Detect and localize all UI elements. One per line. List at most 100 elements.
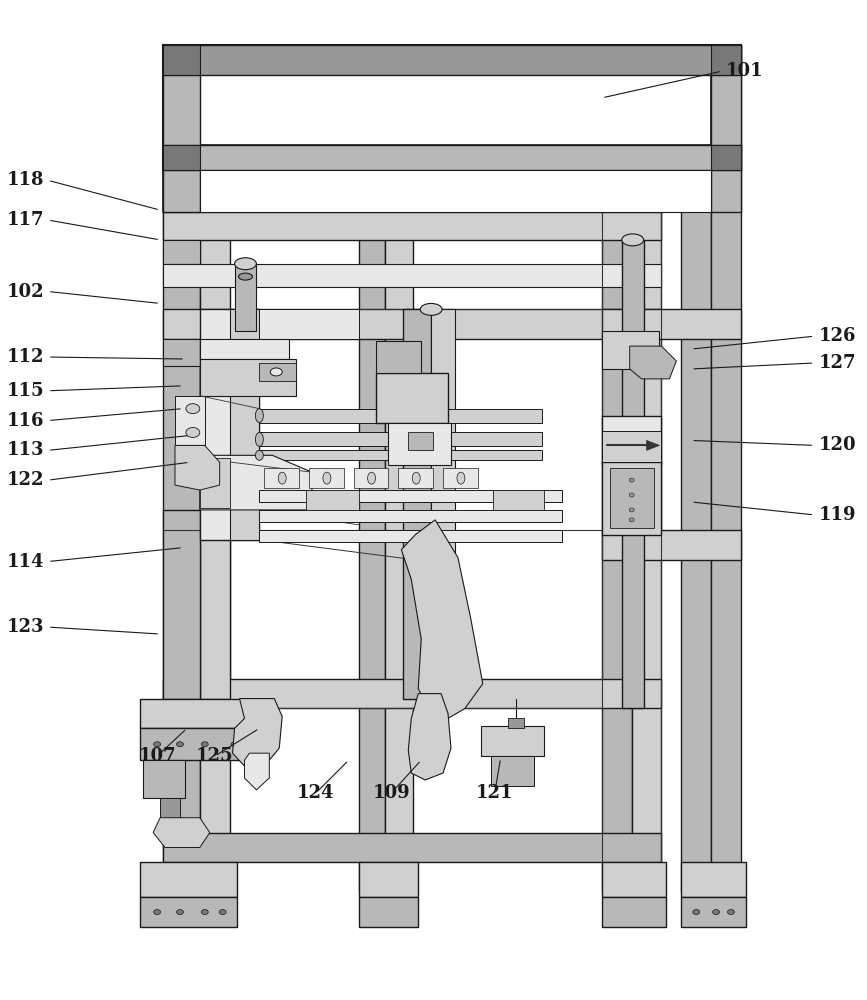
Polygon shape <box>199 510 230 699</box>
Polygon shape <box>711 45 741 892</box>
Ellipse shape <box>256 450 264 460</box>
Ellipse shape <box>271 368 283 376</box>
Text: 114: 114 <box>6 553 44 571</box>
Ellipse shape <box>629 518 634 522</box>
Polygon shape <box>602 431 662 462</box>
Ellipse shape <box>153 742 160 747</box>
Polygon shape <box>507 718 525 728</box>
Polygon shape <box>163 45 741 170</box>
Polygon shape <box>163 679 662 708</box>
Ellipse shape <box>727 910 734 915</box>
Polygon shape <box>354 468 388 488</box>
Polygon shape <box>140 862 237 897</box>
Polygon shape <box>230 309 259 540</box>
Polygon shape <box>163 264 662 287</box>
Ellipse shape <box>693 910 700 915</box>
Polygon shape <box>232 699 283 766</box>
Polygon shape <box>140 897 237 927</box>
Text: 125: 125 <box>196 747 233 765</box>
Polygon shape <box>163 240 199 264</box>
Polygon shape <box>163 45 741 75</box>
Ellipse shape <box>629 478 634 482</box>
Polygon shape <box>602 331 660 369</box>
Polygon shape <box>199 359 297 396</box>
Polygon shape <box>163 170 199 892</box>
Text: 121: 121 <box>476 784 513 802</box>
Text: 115: 115 <box>6 382 44 400</box>
Polygon shape <box>259 530 562 542</box>
Polygon shape <box>375 373 448 423</box>
Polygon shape <box>359 170 386 892</box>
Polygon shape <box>632 170 662 892</box>
Ellipse shape <box>186 404 199 414</box>
Text: 122: 122 <box>6 471 44 489</box>
Ellipse shape <box>256 432 264 446</box>
Polygon shape <box>140 728 259 760</box>
Polygon shape <box>163 45 199 170</box>
Polygon shape <box>163 170 741 212</box>
Polygon shape <box>602 897 667 927</box>
Polygon shape <box>602 530 741 560</box>
Polygon shape <box>199 170 230 892</box>
Polygon shape <box>163 145 199 170</box>
Polygon shape <box>153 818 210 847</box>
Ellipse shape <box>323 472 331 484</box>
Polygon shape <box>259 510 562 522</box>
Ellipse shape <box>629 508 634 512</box>
Text: 119: 119 <box>818 506 856 524</box>
Polygon shape <box>388 423 451 465</box>
Text: 101: 101 <box>726 62 764 80</box>
Polygon shape <box>306 490 359 510</box>
Polygon shape <box>259 432 543 446</box>
Ellipse shape <box>622 234 643 246</box>
Ellipse shape <box>256 409 264 423</box>
Polygon shape <box>711 170 741 212</box>
Ellipse shape <box>238 273 252 280</box>
Polygon shape <box>309 468 344 488</box>
Polygon shape <box>199 170 711 212</box>
Polygon shape <box>711 145 741 170</box>
Polygon shape <box>602 170 632 892</box>
Text: 123: 123 <box>6 618 44 636</box>
Text: 127: 127 <box>818 354 856 372</box>
Polygon shape <box>386 170 414 892</box>
Polygon shape <box>491 756 534 786</box>
Polygon shape <box>235 264 257 331</box>
Ellipse shape <box>201 742 208 747</box>
Ellipse shape <box>235 258 257 270</box>
Polygon shape <box>259 450 543 460</box>
Polygon shape <box>408 694 451 780</box>
Polygon shape <box>681 897 746 927</box>
Polygon shape <box>711 45 741 170</box>
Polygon shape <box>199 75 711 145</box>
Ellipse shape <box>231 742 238 747</box>
Text: 116: 116 <box>6 412 44 430</box>
Polygon shape <box>681 45 711 892</box>
Polygon shape <box>264 468 299 488</box>
Ellipse shape <box>713 910 720 915</box>
Polygon shape <box>175 396 205 445</box>
Ellipse shape <box>186 428 199 437</box>
Ellipse shape <box>420 303 442 315</box>
Polygon shape <box>401 520 483 718</box>
Polygon shape <box>163 833 662 862</box>
Ellipse shape <box>629 493 634 497</box>
Polygon shape <box>244 753 270 790</box>
Polygon shape <box>163 309 662 339</box>
Polygon shape <box>647 440 660 450</box>
Polygon shape <box>602 862 667 897</box>
Ellipse shape <box>368 472 375 484</box>
Polygon shape <box>443 468 478 488</box>
Polygon shape <box>492 490 544 510</box>
Polygon shape <box>163 170 199 212</box>
Polygon shape <box>602 416 662 465</box>
Polygon shape <box>259 490 562 502</box>
Polygon shape <box>403 309 431 699</box>
Ellipse shape <box>219 910 226 915</box>
Polygon shape <box>163 510 199 699</box>
Text: 109: 109 <box>373 784 410 802</box>
Text: 120: 120 <box>818 436 856 454</box>
Text: 126: 126 <box>818 327 856 345</box>
Polygon shape <box>163 145 741 170</box>
Text: 117: 117 <box>6 211 44 229</box>
